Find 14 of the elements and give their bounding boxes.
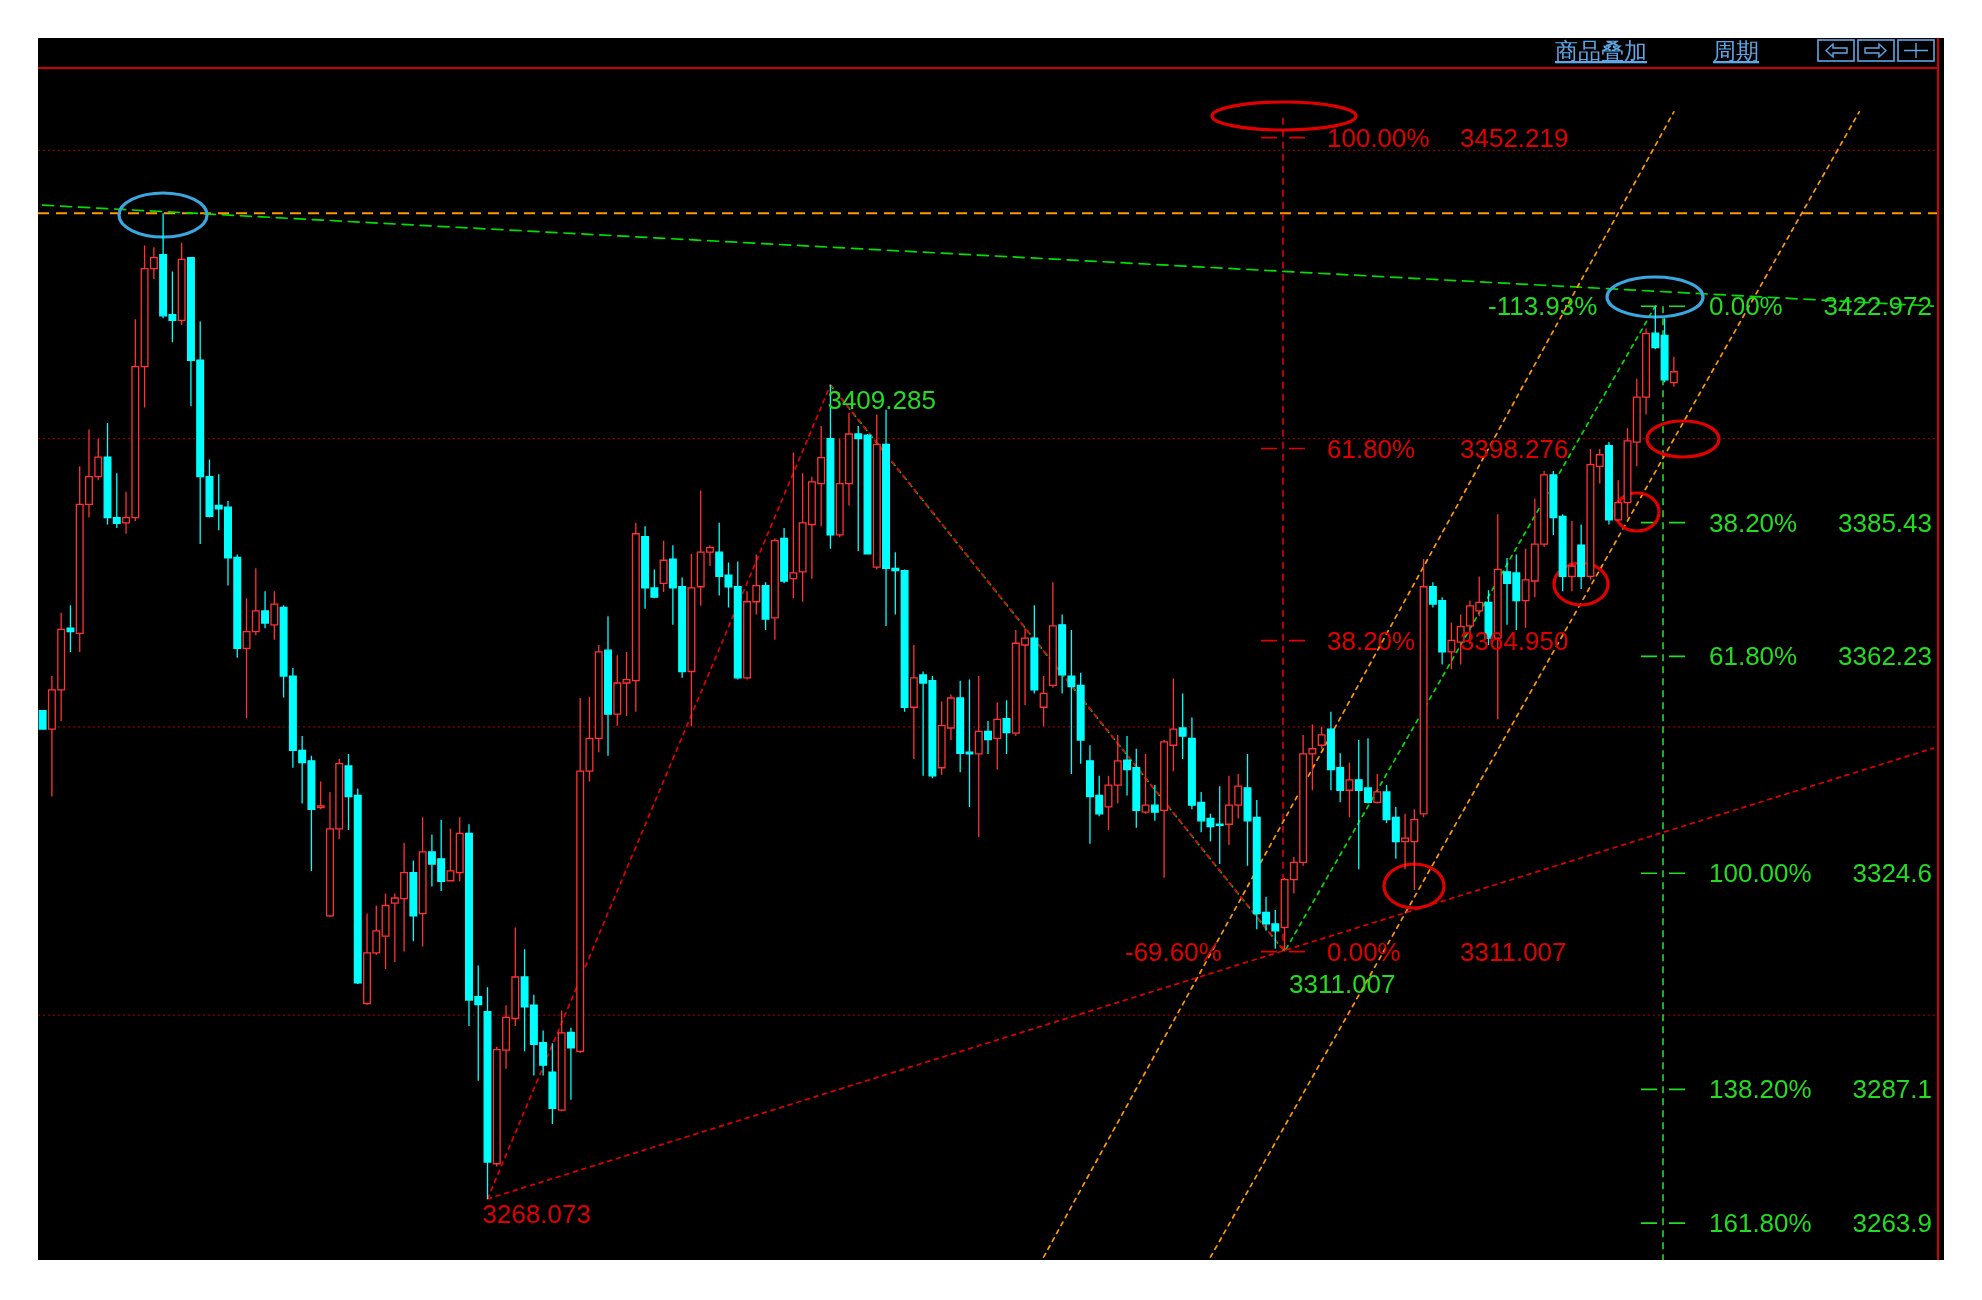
- annotation: 3311.007: [1289, 968, 1396, 999]
- annotation: 0.00%: [1327, 936, 1401, 967]
- annotation: 38.20%: [1327, 625, 1416, 656]
- annotation: 0.00%: [1709, 291, 1783, 322]
- annotation: 100.00%: [1327, 122, 1430, 153]
- annotation: 61.80%: [1709, 641, 1798, 672]
- annotation: 3268.073: [482, 1199, 591, 1230]
- annotation: 161.80%: [1709, 1208, 1812, 1239]
- annotation: 100.00%: [1709, 858, 1812, 889]
- annotation: -113.93%: [1488, 291, 1598, 322]
- annotation: 138.20%: [1709, 1074, 1812, 1105]
- annotation: -69.60%: [1125, 936, 1222, 967]
- annotation: 38.20%: [1709, 507, 1798, 538]
- annotation: 61.80%: [1327, 433, 1416, 464]
